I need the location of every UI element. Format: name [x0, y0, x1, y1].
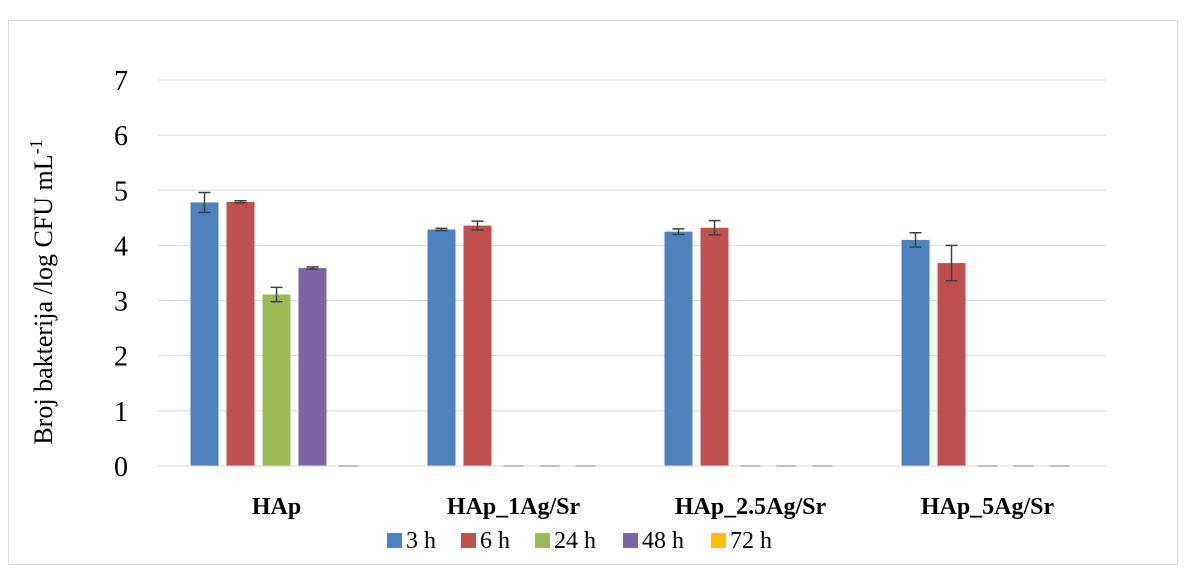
bars [190, 201, 1070, 467]
legend-label: 6 h [480, 528, 510, 554]
bar [226, 201, 255, 466]
y-tick-label: 3 [114, 287, 128, 318]
bar [463, 225, 492, 466]
legend: 3 h 6 h 24 h 48 h 72 h [387, 528, 772, 554]
legend-swatch [461, 533, 476, 548]
legend-swatch [623, 533, 638, 548]
y-axis-label-superscript: -1 [26, 139, 46, 154]
category-label: HAp [252, 494, 301, 520]
legend-swatch [711, 533, 726, 548]
category-label: HAp_2.5Ag/Sr [675, 494, 827, 520]
legend-label: 24 h [554, 528, 596, 554]
legend-label: 72 h [730, 528, 772, 554]
legend-label: 3 h [406, 528, 436, 554]
error-bars [198, 191, 958, 303]
y-tick-label: 4 [114, 231, 128, 262]
y-tick-label: 0 [114, 452, 128, 483]
y-tick-label: 7 [114, 66, 128, 97]
legend-swatch [535, 533, 550, 548]
category-label: HAp_1Ag/Sr [447, 494, 581, 520]
category-label: HAp_5Ag/Sr [921, 494, 1055, 520]
bar [298, 268, 327, 466]
y-tick-label: 5 [114, 176, 128, 207]
bar [700, 227, 729, 466]
y-axis-label: Broj bakterija /log CFU mL-1 [26, 139, 58, 444]
bar [190, 202, 219, 466]
category-labels: HAp HAp_1Ag/Sr HAp_2.5Ag/Sr HAp_5Ag/Sr [252, 494, 1055, 520]
legend-label: 48 h [642, 528, 684, 554]
bar [937, 263, 966, 466]
y-axis-ticks: 0 1 2 3 4 5 6 7 [114, 66, 128, 483]
y-tick-label: 6 [114, 121, 128, 152]
bar [262, 294, 291, 466]
bar [664, 231, 693, 466]
bar [901, 239, 930, 466]
legend-swatch [387, 533, 402, 548]
y-tick-label: 2 [114, 342, 128, 373]
bar [427, 229, 456, 466]
y-tick-label: 1 [114, 397, 128, 428]
